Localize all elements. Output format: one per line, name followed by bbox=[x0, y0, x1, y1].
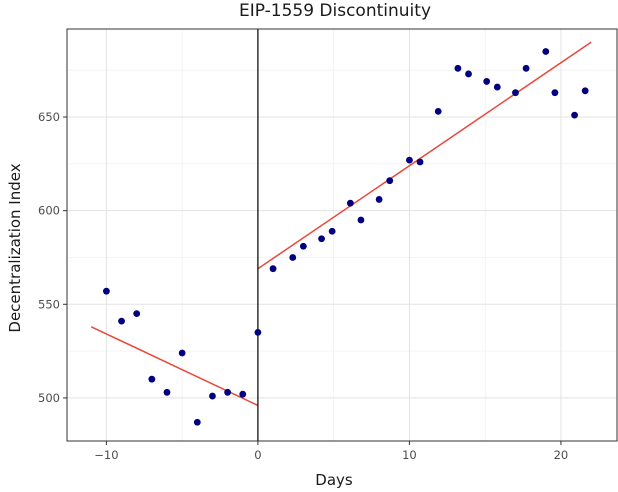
data-point bbox=[406, 156, 413, 164]
data-point bbox=[102, 287, 110, 295]
data-point bbox=[178, 349, 186, 357]
data-point bbox=[386, 177, 394, 185]
y-tick-label: 500 bbox=[38, 391, 60, 405]
data-point bbox=[493, 83, 501, 91]
data-point bbox=[571, 111, 578, 119]
y-tick-label: 550 bbox=[38, 297, 60, 311]
data-point bbox=[416, 158, 424, 166]
data-point bbox=[254, 328, 262, 336]
x-axis-label: Days bbox=[315, 471, 353, 489]
data-point bbox=[465, 70, 472, 78]
data-point bbox=[118, 317, 125, 325]
data-point bbox=[346, 199, 354, 207]
data-point bbox=[163, 388, 171, 396]
data-point bbox=[483, 78, 491, 85]
data-point bbox=[289, 254, 297, 261]
data-point bbox=[328, 227, 336, 235]
x-tick-label: −10 bbox=[94, 448, 118, 462]
fit-line bbox=[90, 326, 259, 407]
x-axis-ticks: −10 0 10 20 bbox=[94, 441, 568, 462]
data-point bbox=[581, 87, 589, 95]
y-tick-label: 600 bbox=[38, 204, 60, 218]
data-point bbox=[357, 216, 365, 224]
data-point bbox=[522, 64, 530, 72]
data-point bbox=[375, 196, 383, 203]
x-tick-label: 0 bbox=[254, 448, 261, 462]
data-point bbox=[269, 265, 277, 273]
data-point bbox=[512, 89, 519, 97]
x-tick-label: 10 bbox=[402, 448, 417, 462]
data-point bbox=[551, 89, 559, 97]
data-point bbox=[193, 418, 201, 426]
y-axis-ticks: 500 550 600 650 bbox=[38, 110, 67, 405]
y-tick-label: 650 bbox=[38, 110, 60, 124]
data-point bbox=[318, 235, 325, 243]
data-point bbox=[542, 48, 550, 55]
x-tick-label: 20 bbox=[554, 448, 569, 462]
data-point bbox=[299, 242, 307, 250]
data-point bbox=[148, 375, 156, 383]
plot-border bbox=[66, 28, 618, 442]
data-point bbox=[209, 392, 216, 400]
data-point bbox=[133, 310, 141, 318]
data-point bbox=[239, 390, 247, 398]
data-point bbox=[224, 388, 232, 396]
data-point bbox=[454, 64, 462, 72]
data-point bbox=[434, 108, 442, 115]
data-points bbox=[102, 48, 589, 426]
y-axis-label: Decentralization Index bbox=[6, 163, 24, 332]
fit-line bbox=[257, 41, 592, 270]
chart-title: EIP-1559 Discontinuity bbox=[239, 1, 431, 21]
